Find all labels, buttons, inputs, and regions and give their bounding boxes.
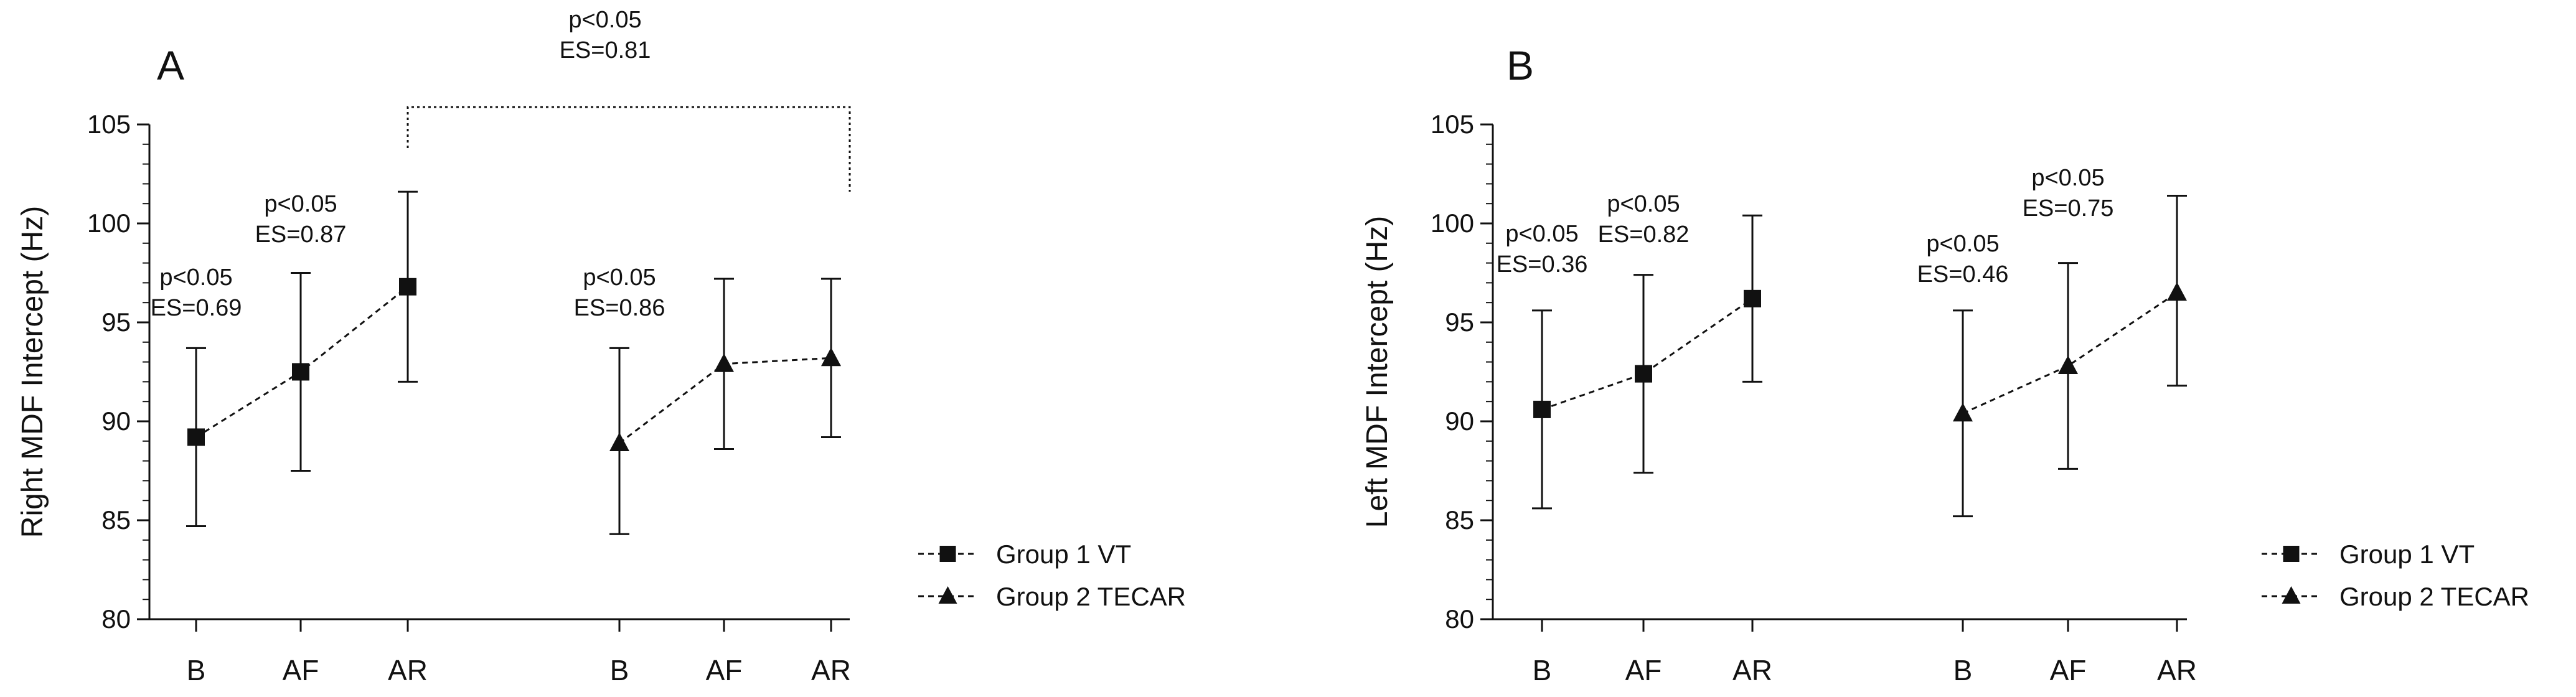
y-tick-label: 90 [101, 406, 131, 436]
data-point-triangle [821, 347, 841, 367]
data-point-square [1635, 365, 1652, 383]
panel-letter: B [1507, 42, 1534, 88]
data-point-triangle [2058, 355, 2078, 374]
data-point-square [399, 278, 416, 296]
y-tick-label: 100 [87, 208, 131, 238]
annotation-p-value: p<0.05 [1505, 221, 1578, 247]
legend-label: Group 2 TECAR [996, 582, 1186, 611]
panel-letter: A [157, 42, 184, 88]
y-axis-label: Right MDF Intercept (Hz) [16, 206, 49, 538]
annotation-effect-size: ES=0.87 [255, 222, 347, 248]
annotation-p-value: p<0.05 [264, 191, 337, 217]
x-category-label: AR [2157, 654, 2197, 686]
data-point-triangle [2167, 282, 2187, 301]
series-line [1541, 297, 1753, 411]
y-tick-label: 90 [1445, 406, 1474, 436]
data-point-square [1533, 400, 1551, 418]
x-category-label: B [610, 654, 629, 686]
legend-label: Group 1 VT [2339, 540, 2475, 569]
x-category-label: AR [1732, 654, 1772, 686]
y-tick-label: 85 [1445, 505, 1474, 535]
x-category-label: AF [2050, 654, 2087, 686]
legend-marker-square [939, 546, 956, 562]
y-tick-label: 95 [1445, 307, 1474, 337]
data-point-square [1744, 289, 1761, 307]
y-tick-label: 95 [101, 307, 131, 337]
y-tick-label: 105 [87, 110, 131, 139]
annotation-effect-size: ES=0.75 [2023, 195, 2114, 222]
legend-marker-triangle [938, 586, 957, 604]
legend-marker-square [2283, 546, 2300, 562]
x-category-label: B [187, 654, 206, 686]
annotation-effect-size: ES=0.82 [1598, 222, 1690, 248]
legend-label: Group 2 TECAR [2339, 582, 2529, 611]
comparison-bracket [407, 106, 851, 192]
x-category-label: AF [706, 654, 743, 686]
data-point-triangle [1953, 403, 1973, 422]
data-point-triangle [714, 353, 734, 372]
x-category-label: AR [811, 654, 851, 686]
annotation-effect-size: ES=0.69 [151, 295, 242, 321]
annotation-effect-size: ES=0.36 [1497, 251, 1588, 278]
y-tick-label: 80 [1445, 604, 1474, 634]
panel-a: A Right MDF Intercept (Hz) 80 85 90 95 100 105 B… [16, 7, 1186, 686]
x-category-label: AF [1625, 654, 1662, 686]
y-axis-label: Left MDF Intercept (Hz) [1361, 216, 1394, 528]
panel-b: B Left MDF Intercept (Hz) 80 85 90 95 100 105 B A… [1361, 42, 2529, 686]
y-tick-label: 85 [101, 505, 131, 535]
annotation-p-value: p<0.05 [1926, 231, 1999, 257]
annotation-effect-size: ES=0.46 [1917, 261, 2009, 288]
x-category-label: B [1533, 654, 1552, 686]
data-point-square [187, 428, 205, 446]
annotation-p-value: p<0.05 [583, 264, 656, 291]
bracket-effect-size: ES=0.81 [560, 37, 651, 63]
series-line [1962, 292, 2178, 414]
data-point-triangle [609, 432, 629, 451]
legend-marker-triangle [2282, 586, 2301, 604]
y-tick-label: 100 [1431, 208, 1474, 238]
data-point-square [292, 363, 309, 381]
annotation-effect-size: ES=0.86 [574, 295, 665, 321]
legend-label: Group 1 VT [996, 540, 1131, 569]
x-category-label: AR [388, 654, 428, 686]
bracket-p-value: p<0.05 [568, 7, 641, 33]
x-category-label: AF [283, 654, 319, 686]
y-tick-label: 105 [1431, 110, 1474, 139]
x-category-label: B [1953, 654, 1973, 686]
y-tick-label: 80 [101, 604, 131, 634]
annotation-p-value: p<0.05 [2031, 165, 2104, 191]
annotation-p-value: p<0.05 [1607, 191, 1680, 217]
annotation-p-value: p<0.05 [159, 264, 232, 291]
